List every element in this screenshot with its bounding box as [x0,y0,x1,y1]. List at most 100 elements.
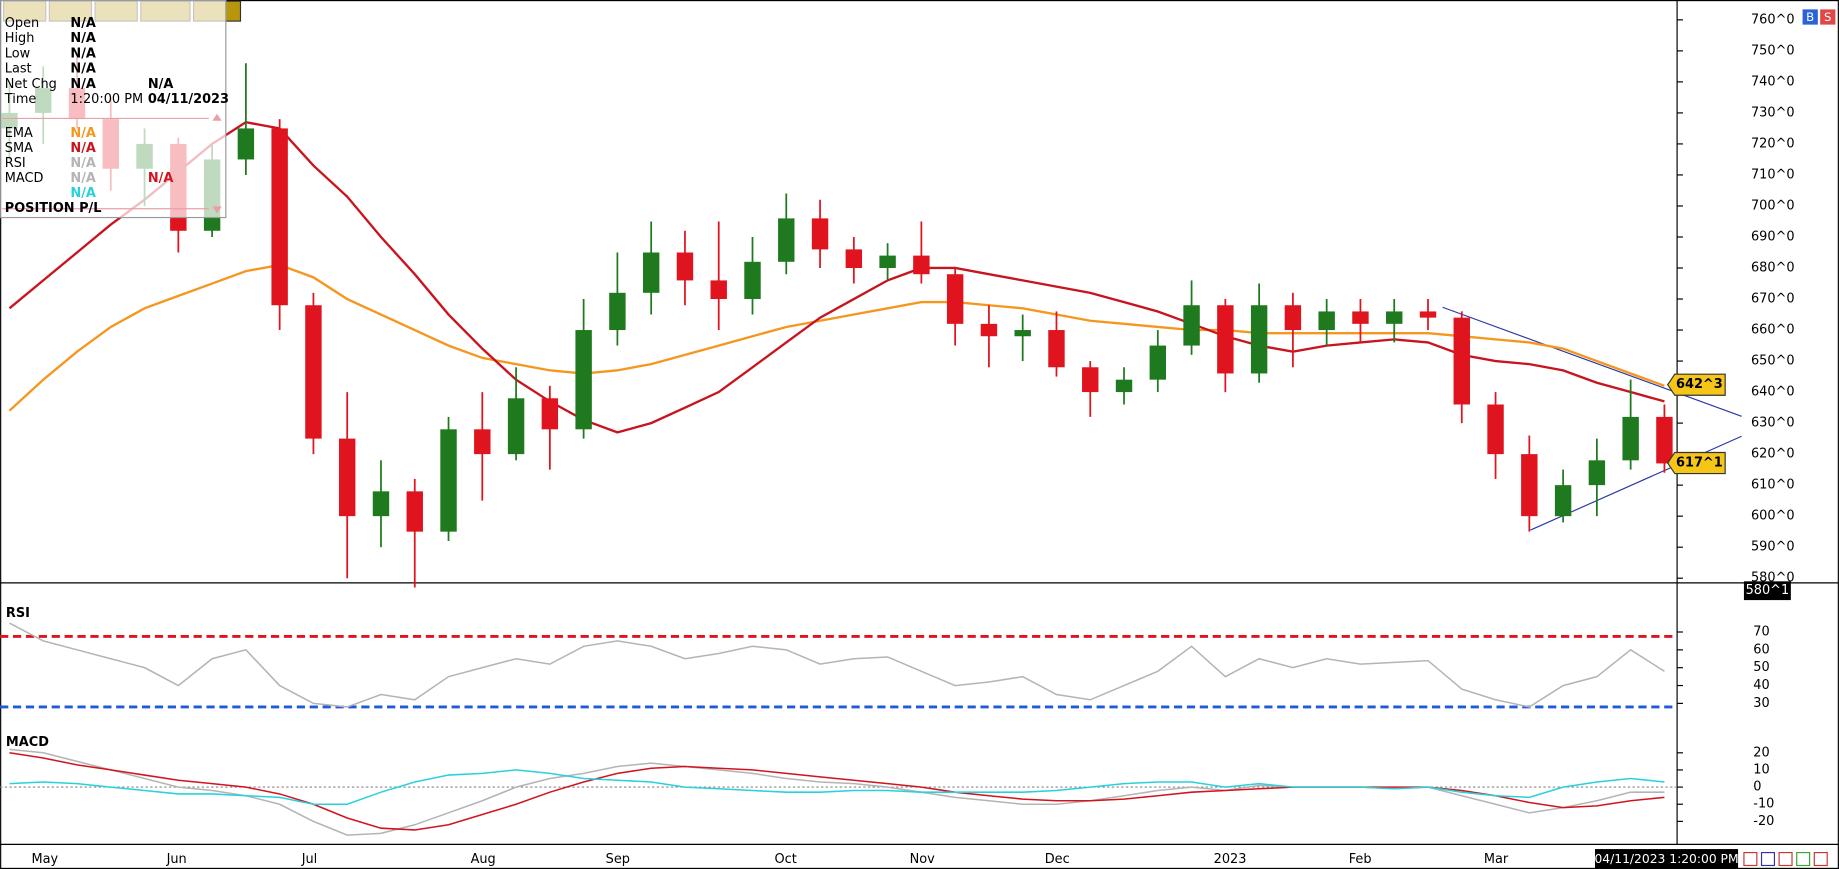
x-tick-label: Dec [1045,852,1070,867]
candle-body [1149,345,1167,380]
candle-body [609,292,626,331]
candle-body [676,252,694,281]
y-tick-label: 750^0 [1751,43,1795,58]
timestamp-box [1594,849,1739,869]
candle-body [1250,305,1268,374]
info-label: Open [5,16,39,31]
y-tick-label: 740^0 [1751,74,1795,89]
y-tick-label: 30 [1753,696,1769,711]
sell-button[interactable] [1820,9,1836,25]
y-tick-label: 40 [1753,678,1769,693]
nav-icon[interactable] [1778,851,1793,867]
candle-body [1318,311,1335,331]
candle-body [913,255,930,275]
y-tick-label: 610^0 [1751,478,1795,493]
info-label: Time [4,92,37,107]
indicator-value: N/A [70,126,95,141]
candle-body [1183,305,1200,346]
nav-icon[interactable] [1796,851,1811,867]
candle-body [541,398,559,430]
y-tick-label: 60 [1753,642,1769,657]
info-label: High [5,31,35,46]
candle-body [1386,311,1403,324]
x-tick-label: Oct [775,852,797,867]
candle-body [1419,311,1437,318]
info-value: N/A [70,16,95,31]
candle-body [1217,305,1234,374]
candle-body [980,323,998,337]
candle-body [778,218,795,262]
price-label: 617^1 [1676,456,1723,471]
sell-label: S [1824,10,1831,24]
nav-icon[interactable] [1760,851,1776,867]
indicator-label: RSI [5,156,26,171]
y-tick-label: 690^0 [1751,229,1795,244]
candle-body [1521,454,1538,517]
nav-icons [1743,851,1828,867]
candle-body [507,398,525,455]
x-tick-label: Jun [166,852,187,867]
info-panel-box [0,0,227,219]
info-value: N/A [148,77,173,92]
indicator-label: MACD [5,171,44,186]
candle-body [946,274,964,324]
nav-icon[interactable] [1813,851,1828,867]
y-tick-label: -20 [1753,814,1774,829]
info-label: Low [5,46,30,61]
trendline [1442,306,1742,417]
candle-body [237,128,255,160]
y-tick-label: 70 [1753,625,1769,640]
indicator-value: N/A [70,141,95,156]
candle-body [440,429,457,532]
candle-body [744,261,761,300]
y-tick-label: 720^0 [1751,136,1795,151]
y-tick-label: 0 [1753,780,1761,795]
candle-body [338,438,356,517]
candle-body [1082,367,1099,393]
candle-body [372,491,390,517]
indicator-label: EMA [5,126,33,141]
y-tick-label: 650^0 [1751,354,1795,369]
timestamp: 04/11/2023 1:20:00 PM [1594,852,1738,866]
x-tick-label: May [32,852,59,867]
candle-body [1284,305,1302,331]
buy-label: B [1806,10,1814,24]
indicator-line [9,769,1665,806]
x-tick-label: Feb [1349,852,1372,867]
candle-body [271,128,288,306]
x-tick-label: Jul [301,852,318,867]
candle-body [1487,404,1504,455]
x-tick-label: Nov [910,852,936,867]
info-value: 1:20:00 PM [70,92,143,107]
buy-button[interactable] [1802,9,1818,25]
panel-title: MACD [6,735,49,750]
y-tick-label: 50 [1753,660,1769,675]
candle-body [474,429,491,455]
y-tick-label: 600^0 [1751,509,1795,524]
price-label-box [1667,373,1726,396]
price-label: 580^1 [1746,583,1790,598]
y-tick-label: 20 [1753,745,1769,760]
y-tick-label: 700^0 [1751,198,1795,213]
x-tick-label: Sep [606,852,630,867]
candle-body [1453,317,1470,405]
candle-body [1048,330,1065,368]
candle-body [1014,330,1031,337]
y-tick-label: 640^0 [1751,385,1795,400]
info-value: N/A [70,62,95,77]
y-tick-label: 670^0 [1751,292,1795,307]
price-label-box [1667,451,1726,475]
nav-icon[interactable] [1743,851,1758,867]
x-tick-label: 2023 [1214,852,1247,867]
info-value: 04/11/2023 [148,92,229,107]
candle-body [305,305,322,439]
y-tick-label: 660^0 [1751,323,1795,338]
y-tick-label: 760^0 [1751,12,1795,27]
candle-body [1622,416,1639,461]
info-label: Net Chg [5,77,57,92]
indicator-value: N/A [70,171,95,186]
info-value: N/A [70,46,95,61]
indicator-value: N/A [148,171,173,186]
